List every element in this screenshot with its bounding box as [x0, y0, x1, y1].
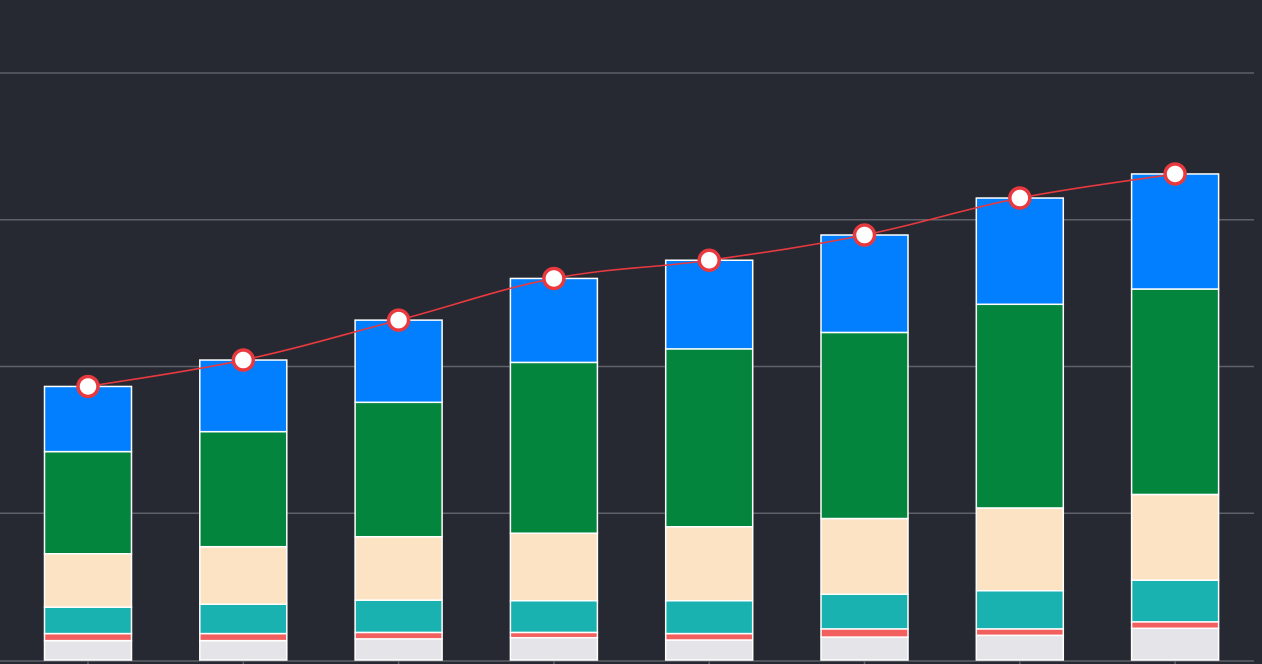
- bar-segment-1-4: [199, 430, 288, 548]
- bar-segment-4-3: [664, 526, 754, 602]
- bar-segment-6-0: [975, 634, 1065, 661]
- bar-segment-0-0: [43, 639, 133, 661]
- bars: [43, 173, 1220, 661]
- bar-segment-5-1: [820, 628, 909, 638]
- bar-segment-3-2: [509, 599, 599, 634]
- bar-segment-1-5: [199, 359, 288, 433]
- bar-segment-0-1: [43, 632, 133, 642]
- bar-segment-5-0: [820, 636, 909, 661]
- bar-segment-1-3: [199, 545, 288, 605]
- total-line: [87, 173, 1176, 388]
- line-point-7: [1163, 162, 1187, 186]
- bar-segment-2-0: [354, 638, 443, 661]
- bar-segment-1-1: [199, 632, 288, 642]
- bar-segment-6-4: [975, 303, 1065, 509]
- bar-segment-4-5: [664, 259, 754, 350]
- bar-segment-3-4: [509, 361, 599, 534]
- bar-segment-2-2: [354, 599, 443, 634]
- bar-segment-7-3: [1130, 493, 1220, 581]
- bar-segment-4-1: [664, 632, 754, 641]
- line-point-2: [386, 308, 411, 332]
- bar-segment-0-4: [43, 450, 133, 555]
- bar-segment-3-3: [509, 532, 599, 602]
- bar-segment-7-2: [1130, 579, 1220, 623]
- bar-segment-5-2: [820, 593, 909, 630]
- line-point-1: [231, 348, 256, 372]
- bar-segment-7-5: [1130, 173, 1220, 290]
- bar-segment-4-2: [664, 599, 754, 635]
- bar-segment-1-2: [199, 603, 288, 635]
- bar-segment-0-2: [43, 606, 133, 635]
- line-point-4: [697, 248, 721, 273]
- bar-segment-6-5: [975, 197, 1065, 306]
- bar-segment-2-4: [354, 401, 443, 538]
- bar-segment-7-0: [1130, 627, 1220, 661]
- bar-segment-0-3: [43, 553, 133, 608]
- bar-segment-5-3: [820, 517, 909, 596]
- bar-segment-3-5: [509, 277, 599, 364]
- bar-segment-4-4: [664, 348, 754, 528]
- bar-segment-7-4: [1130, 288, 1220, 496]
- bar-segment-6-2: [975, 589, 1065, 630]
- bar-segment-1-0: [199, 639, 288, 661]
- bar-segment-5-5: [820, 234, 909, 334]
- bar-segment-2-1: [354, 631, 443, 640]
- line-point-6: [1008, 186, 1032, 210]
- bar-segment-5-4: [820, 331, 909, 520]
- line-markers: [76, 162, 1187, 399]
- bar-segment-2-3: [354, 535, 443, 601]
- bar-segment-6-1: [975, 628, 1065, 637]
- line-point-5: [852, 223, 877, 247]
- bar-segment-7-1: [1130, 621, 1220, 630]
- line-point-0: [76, 374, 100, 399]
- bar-segment-4-0: [664, 639, 754, 661]
- bar-segment-6-3: [975, 507, 1065, 592]
- line-point-3: [542, 266, 566, 291]
- bar-segment-2-5: [354, 319, 443, 404]
- bar-segment-3-1: [509, 631, 599, 639]
- gridlines: [0, 72, 1254, 514]
- bar-segment-3-0: [509, 636, 599, 661]
